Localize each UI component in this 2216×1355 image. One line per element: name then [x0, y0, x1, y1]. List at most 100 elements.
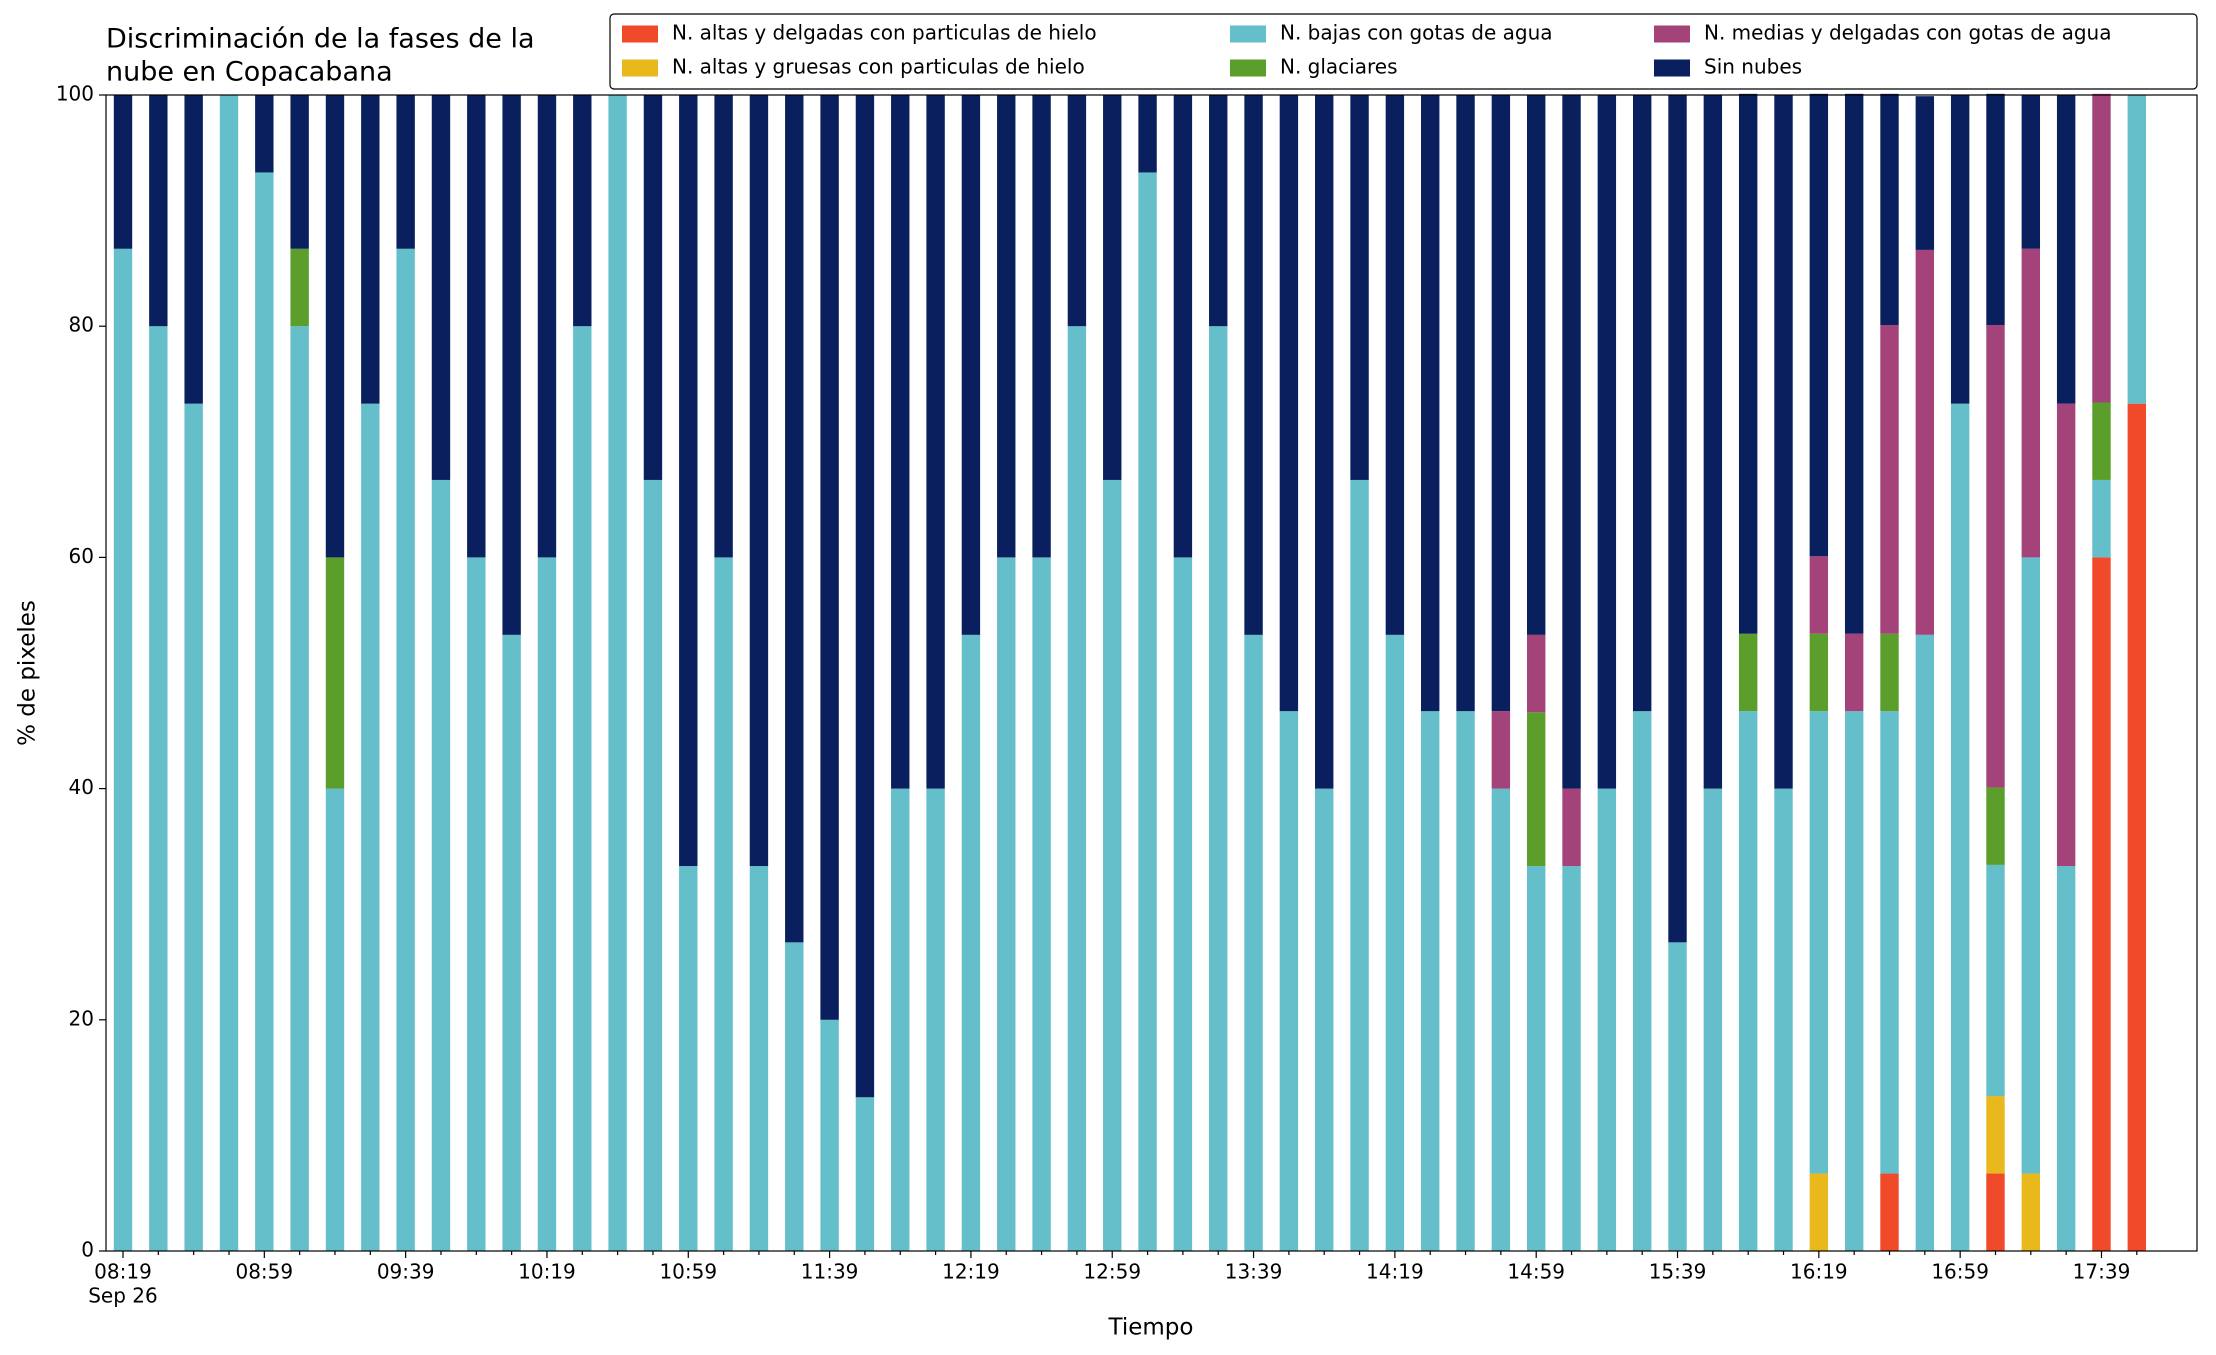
bar-segment	[1950, 95, 1970, 404]
bar-segment	[1986, 325, 2005, 788]
bar-segment	[820, 95, 839, 1020]
bar-segment	[1103, 479, 1122, 1251]
bar-segment	[1632, 711, 1652, 1251]
bar-segment	[1138, 95, 1157, 173]
bar-segment	[1385, 634, 1405, 1251]
bar-segment	[2056, 866, 2076, 1251]
bar-segment	[1915, 249, 1935, 635]
bar-segment	[1950, 403, 1970, 1252]
x-tick-label: 11:39	[801, 1260, 859, 1284]
bar-segment	[537, 95, 557, 558]
bar-segment	[1562, 788, 1581, 867]
bar-segment	[361, 403, 380, 1252]
bar-segment	[749, 95, 769, 867]
bar-segment	[1279, 95, 1299, 712]
bar-segment	[643, 479, 663, 1251]
y-tick-label: 100	[56, 82, 94, 106]
bar-segment	[1527, 712, 1546, 867]
x-tick-label: 14:59	[1507, 1260, 1565, 1284]
bar-segment	[1350, 95, 1369, 480]
bar-segment	[1244, 634, 1263, 1251]
bar-segment	[1809, 556, 1829, 634]
bar-segment	[325, 788, 345, 1251]
bar-segment	[467, 557, 486, 1251]
x-tick-label: 12:19	[942, 1260, 1000, 1284]
bar-segment	[891, 95, 910, 789]
x-tick-label: 17:39	[2073, 1260, 2131, 1284]
bar-segment	[714, 95, 733, 558]
bar-segment	[926, 788, 945, 1251]
bar-segment	[1562, 866, 1581, 1251]
bar-segment	[184, 403, 203, 1252]
bar-segment	[1915, 634, 1935, 1251]
bar-segment	[2056, 403, 2076, 867]
bar-segment	[1809, 1173, 1829, 1251]
y-tick-label: 40	[69, 775, 94, 799]
bar-segment	[1809, 633, 1829, 712]
bar-segment	[502, 634, 521, 1251]
x-tick-label: 08:19	[94, 1260, 152, 1284]
bar-segment	[785, 95, 804, 943]
bar-segment	[184, 95, 203, 404]
bar-segment	[1738, 711, 1758, 1251]
bar-segment	[1032, 95, 1051, 558]
bar-segment	[714, 557, 733, 1251]
bar-segment	[2127, 95, 2147, 404]
bar-segment	[1986, 93, 2005, 326]
chart-title: Discriminación de la fases de la	[106, 24, 535, 55]
bar-segment	[2092, 479, 2111, 558]
bar-segment	[1385, 95, 1405, 635]
bar-segment	[1421, 711, 1440, 1251]
bar-segment	[1103, 95, 1122, 480]
bar-segment	[1915, 96, 1935, 250]
bar-segment	[431, 479, 451, 1251]
bar-segment	[325, 95, 345, 558]
bar-segment	[608, 95, 627, 1251]
bar-segment	[2092, 402, 2111, 480]
bar-segment	[1986, 1096, 2005, 1174]
bar-segment	[1986, 1173, 2005, 1251]
bar-segment	[1703, 788, 1723, 1251]
legend-label: N. medias y delgadas con gotas de agua	[1704, 21, 2112, 45]
bar-segment	[537, 557, 557, 1251]
bar-segment	[1421, 95, 1440, 712]
bar-segment	[431, 95, 451, 480]
bar-segment	[361, 95, 380, 404]
x-tick-label: 09:39	[377, 1260, 435, 1284]
bar-segment	[290, 95, 309, 249]
bar-segment	[1491, 95, 1511, 712]
bar-segment	[1880, 711, 1899, 1174]
bar-segment	[1668, 95, 1687, 943]
bar-segment	[2021, 95, 2041, 249]
bar-segment	[1880, 325, 1899, 634]
bar-segment	[1527, 95, 1546, 635]
bar-segment	[1315, 788, 1334, 1251]
bar-segment	[820, 1019, 839, 1251]
bar-segment	[396, 248, 415, 1252]
legend-swatch	[622, 59, 658, 77]
bar-segment	[1880, 633, 1899, 712]
bar-segment	[396, 95, 415, 249]
bar-segment	[1632, 95, 1652, 712]
legend-label: N. altas y gruesas con particulas de hie…	[672, 55, 1085, 79]
y-tick-label: 80	[69, 313, 94, 337]
bar-segment	[149, 326, 168, 1251]
y-axis-label: % de pixeles	[15, 600, 41, 746]
legend-swatch	[1654, 25, 1690, 43]
bar-segment	[573, 95, 592, 327]
bar-segment	[926, 95, 945, 789]
bar-segment	[1350, 479, 1369, 1251]
bar-segment	[1491, 711, 1511, 789]
bar-segment	[1774, 788, 1793, 1251]
bar-segment	[679, 866, 698, 1251]
x-tick-label: 16:59	[1931, 1260, 1989, 1284]
legend-label: N. glaciares	[1280, 55, 1398, 79]
bar-segment	[891, 788, 910, 1251]
bar-segment	[1209, 326, 1228, 1251]
bar-segment	[219, 95, 239, 1251]
bar-segment	[149, 95, 168, 327]
legend-label: N. altas y delgadas con particulas de hi…	[672, 21, 1097, 45]
x-tick-label: 13:39	[1225, 1260, 1283, 1284]
bar-segment	[1173, 95, 1193, 558]
